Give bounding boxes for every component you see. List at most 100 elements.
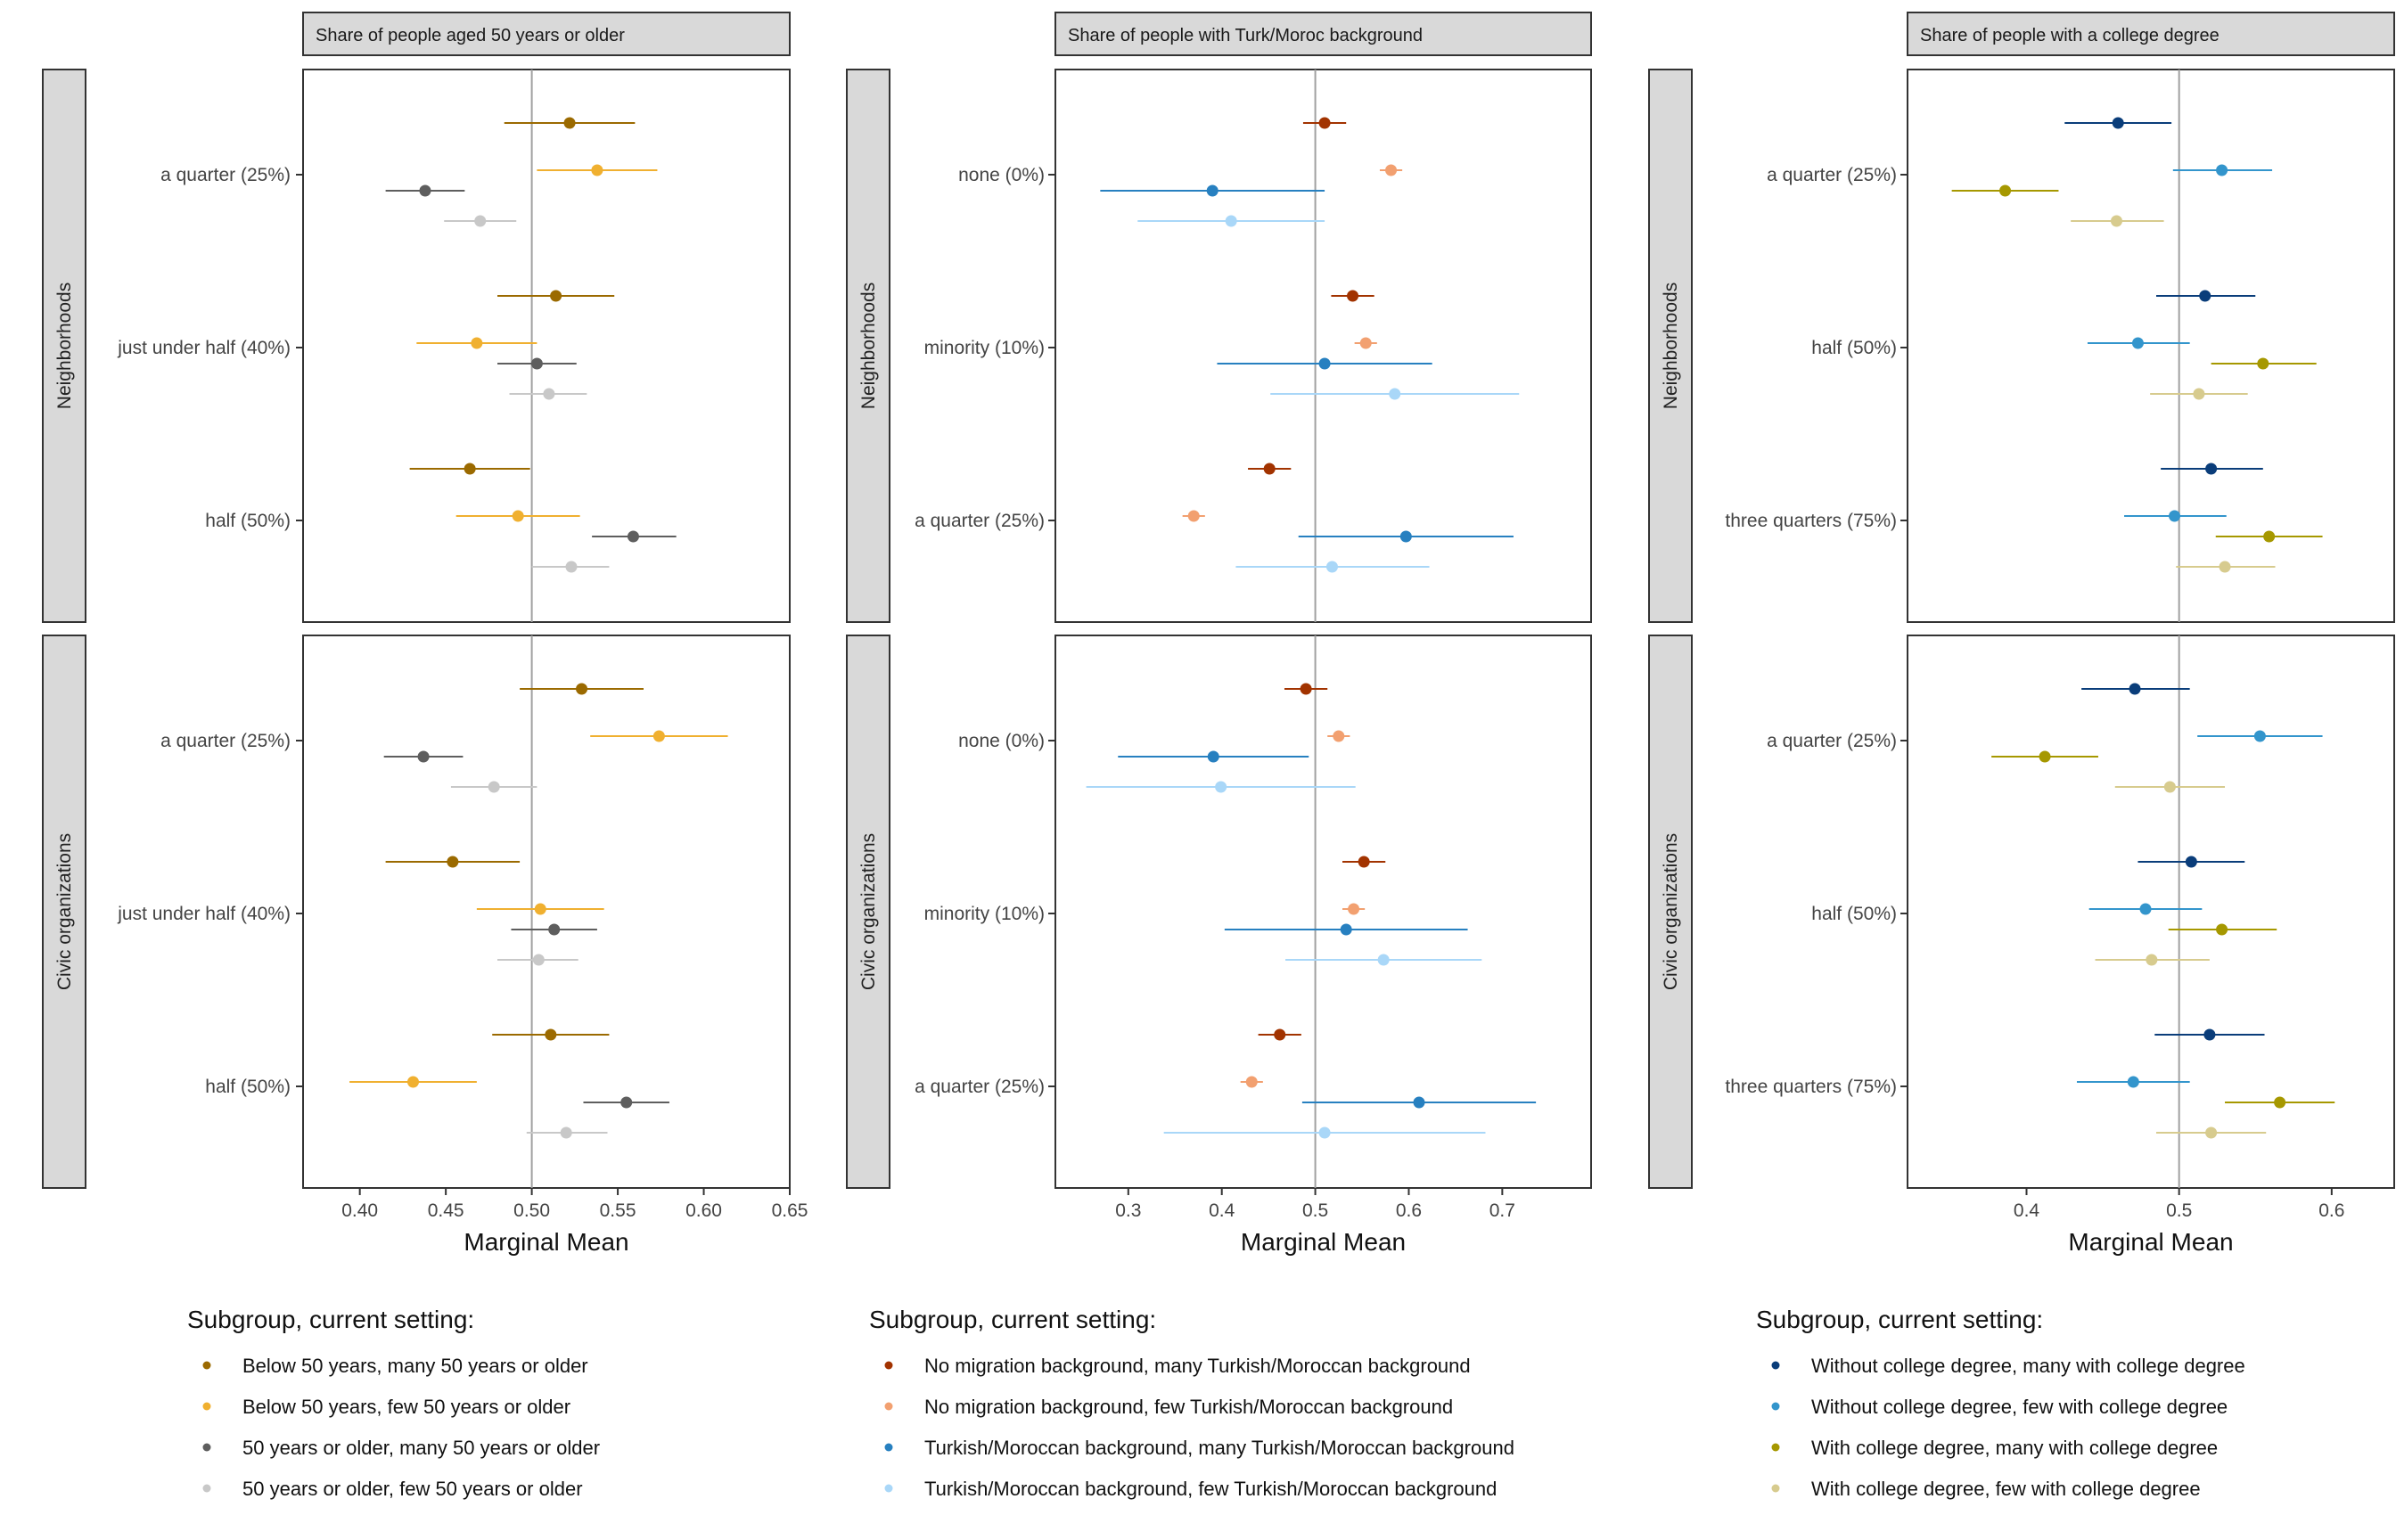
row-strip (42, 635, 86, 1189)
data-point (2203, 1028, 2216, 1041)
data-point (2112, 117, 2124, 129)
data-point (1187, 510, 1200, 522)
data-point (543, 388, 555, 400)
x-tick-label: 0.5 (1302, 1200, 1328, 1221)
row-strip-label: Civic organizations (1661, 833, 1681, 990)
row-strip-label: Civic organizations (858, 833, 879, 990)
data-point (1207, 750, 1219, 763)
x-tick-label: 0.55 (600, 1200, 636, 1221)
data-point (1225, 215, 1237, 227)
legend-label: 50 years or older, many 50 years or olde… (242, 1437, 600, 1459)
y-tick-label: half (50%) (205, 1077, 291, 1097)
y-tick-label: minority (10%) (924, 338, 1045, 358)
legend-title: Subgroup, current setting: (1756, 1306, 2043, 1333)
data-point (1300, 683, 1312, 695)
row-strip-label: Neighborhoods (54, 283, 75, 409)
data-point (1399, 530, 1412, 543)
data-point (1385, 164, 1398, 176)
legend-label: 50 years or older, few 50 years or older (242, 1478, 583, 1500)
x-tick-label: 0.4 (1209, 1200, 1235, 1221)
data-point (1245, 1076, 1258, 1088)
data-point (1318, 117, 1331, 129)
chart-column-2: Share of people with Turk/Moroc backgrou… (846, 12, 1592, 1500)
data-point (2205, 463, 2218, 475)
x-tick-label: 0.50 (513, 1200, 550, 1221)
legend-key (1771, 1484, 1780, 1493)
data-point (548, 923, 561, 936)
data-point (550, 290, 562, 302)
y-tick-label: half (50%) (1811, 338, 1897, 358)
data-point (447, 856, 459, 868)
row-strip (42, 69, 86, 623)
data-point (2169, 510, 2181, 522)
data-point (620, 1096, 633, 1109)
row-strip-label: Neighborhoods (1661, 283, 1681, 409)
data-point (2216, 923, 2228, 936)
legend-label: With college degree, many with college d… (1811, 1437, 2218, 1459)
x-tick-label: 0.45 (428, 1200, 464, 1221)
legend-key (1771, 1402, 1780, 1411)
y-tick-label: a quarter (25%) (1767, 731, 1897, 751)
data-point (1333, 730, 1345, 742)
facet-strip-label: Share of people aged 50 years or older (316, 26, 625, 45)
legend-label: Without college degree, few with college… (1811, 1396, 2228, 1418)
data-point (1325, 561, 1338, 573)
x-axis-title: Marginal Mean (2068, 1228, 2233, 1256)
x-tick-label: 0.40 (341, 1200, 378, 1221)
data-point (1999, 184, 2012, 197)
facet-strip (1054, 12, 1592, 56)
data-point (1377, 954, 1390, 966)
data-point (2193, 388, 2205, 400)
legend-key (202, 1484, 211, 1493)
panel-frame (1907, 69, 2395, 623)
data-point (591, 164, 603, 176)
data-point (532, 954, 545, 966)
data-point (2263, 530, 2276, 543)
data-point (1359, 337, 1372, 349)
y-tick-label: three quarters (75%) (1725, 511, 1897, 531)
x-tick-label: 0.4 (2014, 1200, 2040, 1221)
data-point (1206, 184, 1219, 197)
data-point (1347, 290, 1359, 302)
y-tick-label: three quarters (75%) (1725, 1077, 1897, 1097)
data-point (512, 510, 524, 522)
row-strip-label: Neighborhoods (858, 283, 879, 409)
data-point (1263, 463, 1276, 475)
data-point (1318, 1126, 1331, 1139)
chart-column-1: Share of people aged 50 years or older Ne… (42, 12, 808, 1500)
y-tick-label: just under half (40%) (117, 904, 291, 924)
data-point (1318, 357, 1331, 370)
data-point (563, 117, 576, 129)
legend-title: Subgroup, current setting: (869, 1306, 1156, 1333)
panel-1-2: Civic organizations a quarter (25%) just u… (42, 635, 791, 1189)
y-tick-label: none (0%) (958, 165, 1045, 185)
data-point (2146, 954, 2158, 966)
data-point (471, 337, 483, 349)
row-strip (846, 635, 890, 1189)
legend-label: Below 50 years, few 50 years or older (242, 1396, 570, 1418)
legend: Subgroup, current setting: No migration b… (869, 1306, 1514, 1500)
data-point (1389, 388, 1401, 400)
legend-label: Turkish/Moroccan background, many Turkis… (924, 1437, 1514, 1459)
data-point (652, 730, 665, 742)
legend-key (884, 1402, 893, 1411)
legend-key (884, 1443, 893, 1452)
legend-label: No migration background, few Turkish/Mor… (924, 1396, 1453, 1418)
data-point (406, 1076, 419, 1088)
y-tick-label: just under half (40%) (117, 338, 291, 358)
data-point (2199, 290, 2211, 302)
data-point (1358, 856, 1370, 868)
panel-frame (1907, 635, 2395, 1189)
y-tick-label: a quarter (25%) (915, 1077, 1045, 1097)
data-point (565, 561, 578, 573)
panel-frame (1054, 635, 1592, 1189)
legend-title: Subgroup, current setting: (187, 1306, 474, 1333)
panel-2-2: Civic organizations none (0%) minority (10… (846, 635, 1592, 1189)
data-point (2185, 856, 2197, 868)
y-tick-label: half (50%) (1811, 904, 1897, 924)
x-tick-label: 0.7 (1489, 1200, 1515, 1221)
legend-key (202, 1443, 211, 1452)
data-point (2131, 337, 2144, 349)
y-tick-label: a quarter (25%) (915, 511, 1045, 531)
